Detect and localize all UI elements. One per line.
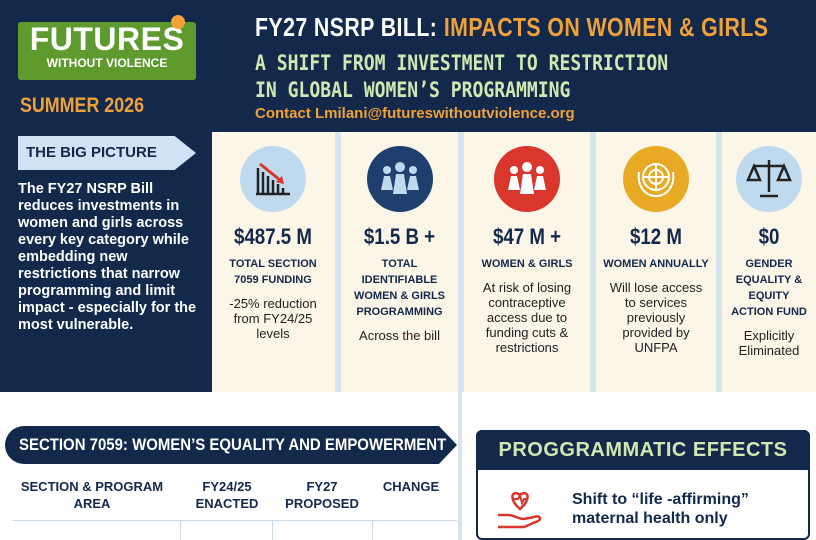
stat-note: -25% reduction from FY24/25 levels <box>229 296 317 341</box>
stat-icon <box>623 146 689 212</box>
stat-label: TOTAL IDENTIFIABLE WOMEN & GIRLS PROGRAM… <box>353 258 446 318</box>
season: SUMMER 2026 <box>20 94 145 117</box>
stat-note: Explicitly Eliminated <box>738 328 800 358</box>
left-panel <box>0 132 212 392</box>
row-line <box>12 520 457 521</box>
logo: FUTURES WITHOUT VIOLENCE <box>18 22 196 80</box>
heart-hand-icon <box>498 492 542 529</box>
stat-label: GENDER EQUALITY & EQUITY ACTION FUND <box>731 258 807 318</box>
stat-icon <box>240 146 306 212</box>
separator <box>458 132 464 392</box>
stat-amount: $0 <box>758 224 780 249</box>
logo-sun <box>171 15 185 29</box>
separator <box>716 132 722 392</box>
subtitle-line: A SHIFT FROM INVESTMENT TO RESTRICTION <box>255 51 669 75</box>
stat-card: $487.5 M TOTAL SECTION 7059 FUNDING -25% r… <box>213 132 333 341</box>
logo-line: WITHOUT VIOLENCE <box>46 56 168 70</box>
effects-title: PROGGRAMMATIC EFFECTS <box>476 430 810 470</box>
stat-card: $1.5 B + TOTAL IDENTIFIABLE WOMEN & GIRLS… <box>341 132 458 343</box>
title-prefix: FY27 NSRP BILL: <box>255 12 438 42</box>
logo-line: FUTURES <box>29 21 185 57</box>
subtitle: A SHIFT FROM INVESTMENT TO RESTRICTION I… <box>255 50 668 104</box>
stat-note: Will lose access to services previously … <box>609 280 703 355</box>
stat-label: WOMEN ANNUALLY <box>603 258 709 270</box>
column-header: SECTION & PROGRAM AREA <box>20 479 164 511</box>
separator <box>590 132 596 392</box>
stat-card: $12 M WOMEN ANNUALLY Will lose access to s… <box>596 132 716 355</box>
col-line <box>372 520 373 540</box>
stat-icon <box>736 146 802 212</box>
section-tag: THE BIG PICTURE <box>18 136 196 170</box>
stat-label: WOMEN & GIRLS <box>481 258 573 270</box>
title: FY27 NSRP BILL: IMPACTS ON WOMEN & GIRLS <box>255 12 768 43</box>
stat-amount: $47 M + <box>492 224 562 249</box>
stat-note: At risk of losing contraceptive access d… <box>482 280 572 355</box>
stat-icon <box>494 146 560 212</box>
stat-icon <box>366 146 433 212</box>
stat-label: TOTAL SECTION 7059 FUNDING <box>229 258 317 286</box>
subtitle-line: IN GLOBAL WOMEN’S PROGRAMMING <box>255 78 571 102</box>
divider <box>458 392 462 540</box>
column-header: CHANGE <box>382 479 440 494</box>
col-line <box>180 520 181 540</box>
column-header: FY24/25 ENACTED <box>195 479 259 511</box>
column-header: FY27 PROPOSED <box>285 479 359 511</box>
effect-item: Shift to “life -affirming” maternal heal… <box>572 491 749 527</box>
stat-amount: $12 M <box>630 224 682 249</box>
separator <box>335 132 341 392</box>
title-highlight: IMPACTS ON WOMEN & GIRLS <box>443 12 769 42</box>
section-header: SECTION 7059: WOMEN’S EQUALITY AND EMPOW… <box>5 426 457 464</box>
stat-note: Across the bill <box>359 328 440 343</box>
col-line <box>272 520 273 540</box>
stat-card: $47 M + WOMEN & GIRLS At risk of losing co… <box>464 132 590 355</box>
stat-card: $0 GENDER EQUALITY & EQUITY ACTION FUND Ex… <box>722 132 816 358</box>
contact: Contact Lmilani@futureswithoutviolence.o… <box>255 105 575 122</box>
summary-text: The FY27 NSRP Bill reduces investments i… <box>18 181 197 333</box>
stat-amount: $487.5 M <box>234 224 312 249</box>
stat-amount: $1.5 B + <box>363 224 436 249</box>
section-title: SECTION 7059: WOMEN’S EQUALITY AND EMPOW… <box>19 435 447 454</box>
